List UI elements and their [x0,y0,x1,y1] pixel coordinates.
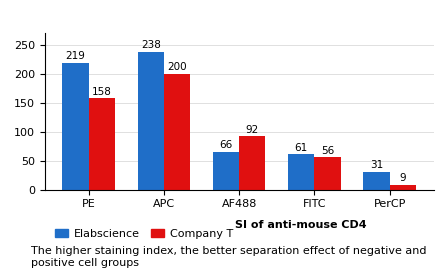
Bar [164,74,190,190]
Text: The higher staining index, the better separation effect of negative and
positive: The higher staining index, the better se… [31,246,427,268]
Bar [288,154,314,190]
Bar [138,52,164,190]
Bar [390,184,416,190]
Legend: Elabscience, Company T: Elabscience, Company T [50,225,237,244]
Text: 9: 9 [400,173,406,183]
Bar [89,98,115,190]
Text: 238: 238 [141,40,161,50]
Bar [213,151,239,190]
Text: SI of anti-mouse CD4: SI of anti-mouse CD4 [235,220,367,230]
Bar [63,63,89,190]
Text: 61: 61 [295,143,308,153]
Text: 219: 219 [66,51,85,61]
Text: 158: 158 [92,86,112,97]
Text: 66: 66 [219,140,232,150]
Bar [363,172,390,190]
Bar [314,157,341,190]
Text: 200: 200 [167,62,187,72]
Text: 56: 56 [321,146,334,156]
Text: 31: 31 [370,160,383,170]
Text: 92: 92 [246,125,259,135]
Bar [239,136,266,190]
